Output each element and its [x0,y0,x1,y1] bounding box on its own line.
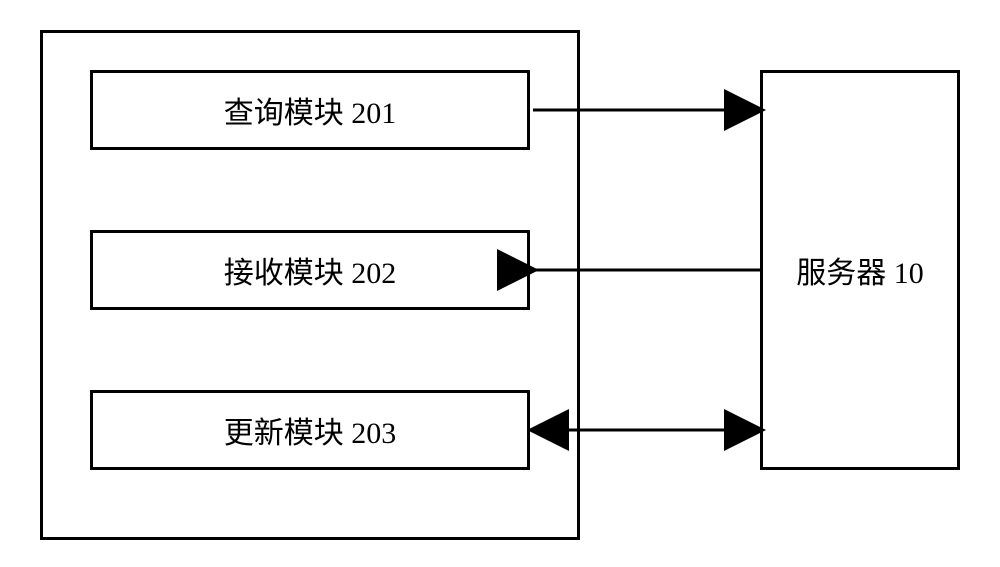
diagram-arrows [0,0,1000,567]
